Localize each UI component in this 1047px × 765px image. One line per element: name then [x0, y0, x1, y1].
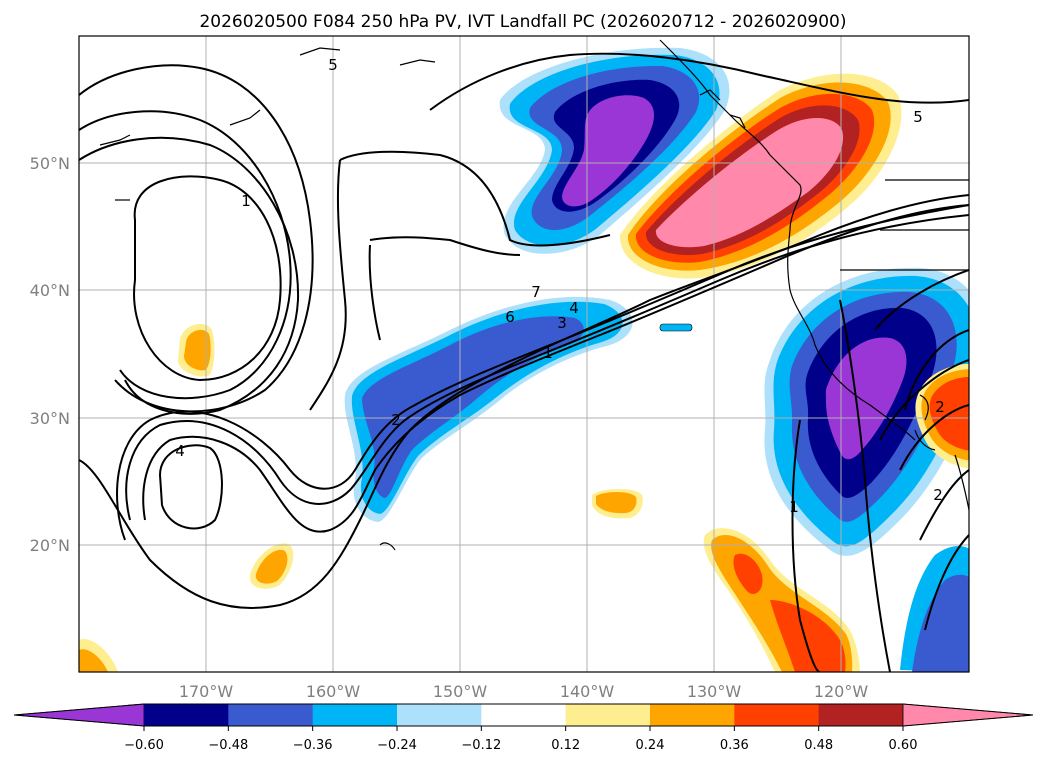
- colorbar-cell: [481, 704, 567, 726]
- contour-label: 4: [175, 442, 185, 460]
- lon-tick-label: 140°W: [560, 682, 615, 701]
- colorbar-cell: [650, 704, 735, 726]
- colorbar-cell: [565, 704, 651, 726]
- pv-contours: [79, 52, 969, 672]
- contour-label: 3: [557, 314, 567, 332]
- lon-tick-label: 170°W: [179, 682, 234, 701]
- colorbar-tick-label: 0.12: [551, 738, 580, 753]
- shaded-pc-fields: [79, 47, 969, 672]
- colorbar-cell: [312, 704, 398, 726]
- colorbar-tick-label: −0.48: [208, 738, 248, 753]
- colorbar: −0.60 −0.48 −0.36 −0.24 −0.12 0.12 0.24 0.36 0.4…: [13, 703, 1034, 753]
- figure-title: 2026020500 F084 250 hPa PV, IVT Landfall…: [199, 12, 846, 32]
- colorbar-extend-low: [13, 703, 145, 727]
- colorbar-cell: [397, 704, 482, 726]
- colorbar-extend-high: [902, 703, 1034, 727]
- contour-label: 2: [933, 486, 943, 504]
- colorbar-cell: [734, 704, 820, 726]
- contour-labels: 5 1 4 7 6 4 3 1 2 5 1 2 2: [175, 56, 945, 516]
- map-frame: [78, 35, 970, 673]
- colorbar-tick-label: −0.12: [461, 738, 501, 753]
- colorbar-tick-label: −0.24: [377, 738, 417, 753]
- colorbar-tick-label: 0.48: [804, 738, 833, 753]
- contour-label: 2: [935, 398, 945, 416]
- coastlines: [99, 39, 969, 551]
- colorbar-tick-label: 0.24: [636, 738, 665, 753]
- gridlines: [79, 36, 969, 672]
- colorbar-cell: [144, 704, 229, 726]
- contour-label: 1: [789, 498, 799, 516]
- colorbar-cell: [818, 704, 904, 726]
- contour-label: 7: [531, 283, 541, 301]
- contour-label: 2: [391, 411, 401, 429]
- contour-label: 6: [505, 308, 515, 326]
- lat-tick-label: 20°N: [30, 536, 70, 555]
- colorbar-cell: [228, 704, 314, 726]
- colorbar-tick-label: −0.36: [293, 738, 333, 753]
- map-panel: 5 1 4 7 6 4 3 1 2 5 1 2 2: [78, 35, 970, 673]
- contour-label: 1: [241, 192, 251, 210]
- lon-axis: 170°W 160°W 150°W 140°W 130°W 120°W: [179, 682, 869, 701]
- contour-label: 1: [543, 344, 553, 362]
- lat-tick-label: 50°N: [30, 154, 70, 173]
- lat-tick-label: 40°N: [30, 281, 70, 300]
- lon-tick-label: 130°W: [687, 682, 742, 701]
- lon-tick-label: 120°W: [814, 682, 869, 701]
- contour-label: 4: [569, 299, 579, 317]
- lat-tick-label: 30°N: [30, 409, 70, 428]
- lat-axis: 20°N 30°N 40°N 50°N: [30, 154, 70, 555]
- colorbar-tick-label: −0.60: [124, 738, 164, 753]
- contour-label: 5: [328, 56, 338, 74]
- colorbar-tick-label: 0.36: [720, 738, 749, 753]
- contour-label: 5: [913, 108, 923, 126]
- lon-tick-label: 160°W: [306, 682, 361, 701]
- lon-tick-label: 150°W: [433, 682, 488, 701]
- colorbar-tick-label: 0.60: [889, 738, 918, 753]
